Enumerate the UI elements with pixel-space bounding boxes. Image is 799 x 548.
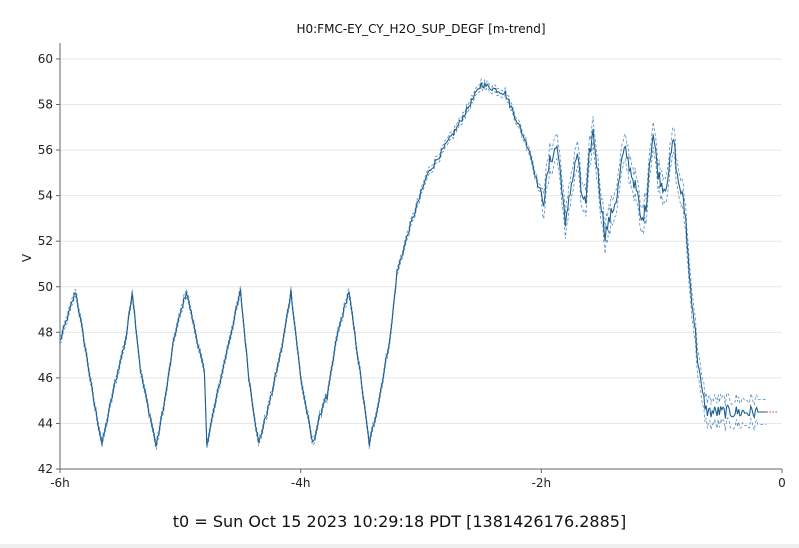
x-tick-label: -4h bbox=[291, 476, 311, 490]
plot-area bbox=[60, 77, 779, 450]
x-tick-labels: -6h -4h -2h 0 bbox=[50, 469, 786, 490]
x-tick-label: -2h bbox=[532, 476, 552, 490]
x-tick-label: -6h bbox=[50, 476, 70, 490]
y-tick-label: 48 bbox=[38, 325, 53, 339]
axes bbox=[59, 43, 782, 470]
y-tick-label: 58 bbox=[38, 98, 53, 112]
t0-label: t0 = Sun Oct 15 2023 10:29:18 PDT [13814… bbox=[172, 512, 627, 531]
y-tick-label: 42 bbox=[38, 462, 53, 476]
grid bbox=[60, 58, 782, 470]
y-tick-label: 56 bbox=[38, 143, 53, 157]
y-tick-label: 54 bbox=[38, 189, 53, 203]
series-min-envelope bbox=[60, 85, 767, 450]
y-tick-label: 50 bbox=[38, 280, 53, 294]
y-tick-label: 44 bbox=[38, 416, 53, 430]
x-tick-label: 0 bbox=[778, 476, 786, 490]
y-tick-labels: 42 44 46 48 50 52 54 56 58 60 bbox=[38, 52, 60, 476]
y-axis-label: V bbox=[20, 253, 34, 262]
chart-title: H0:FMC-EY_CY_H2O_SUP_DEGF [m-trend] bbox=[296, 22, 545, 36]
y-tick-label: 52 bbox=[38, 234, 53, 248]
series-group bbox=[60, 77, 779, 450]
series-max-envelope bbox=[60, 77, 767, 443]
series-mean-line bbox=[60, 81, 767, 447]
bottom-strip bbox=[0, 544, 799, 548]
y-tick-label: 60 bbox=[38, 52, 53, 66]
y-tick-label: 46 bbox=[38, 371, 53, 385]
